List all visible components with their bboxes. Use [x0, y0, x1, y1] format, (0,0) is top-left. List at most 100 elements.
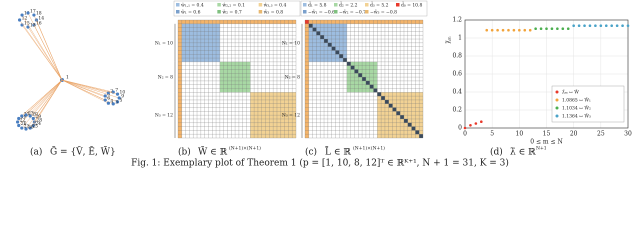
matrix-row0: [178, 20, 296, 24]
matrix-diag: [327, 42, 332, 47]
matrix-diag: [392, 107, 397, 112]
point: [550, 27, 554, 30]
caption-formula: W̃ ∈ ℝ: [198, 146, 228, 158]
legend-swatch: [365, 10, 369, 14]
point: [463, 126, 467, 130]
graph-node: [20, 23, 24, 27]
point: [610, 24, 613, 28]
matrix-diag: [320, 35, 325, 40]
legend-label: d̃₁ = 5.8: [308, 2, 327, 9]
legend-swatch: [217, 3, 221, 7]
legend-swatch: [258, 3, 263, 7]
legend-label: ŵ₂,₂ = 0.1: [222, 2, 245, 9]
y-tick-label: 0.6: [452, 71, 462, 78]
block-label: N₃ = 12: [282, 113, 300, 119]
point: [566, 27, 570, 30]
point: [480, 120, 483, 123]
block-label: N₁ = 10: [282, 40, 300, 46]
figure-caption: Fig. 1: Exemplary plot of Theorem 1 (p =…: [131, 158, 509, 169]
legend-label: λ̃ₘ ↔ W̃: [562, 89, 579, 96]
legend-swatch: [396, 3, 400, 7]
point: [545, 27, 548, 30]
legend-label: w̃₃ = 0.8: [264, 10, 284, 16]
graph-edge: [61, 79, 109, 104]
graph-node: [103, 94, 107, 98]
legend-label: 1.1364 ↔ W̃₃: [562, 113, 591, 120]
matrix-diag: [305, 20, 309, 24]
graph-node: [17, 123, 21, 128]
point: [539, 27, 543, 30]
matrix-diag: [350, 65, 355, 70]
matrix-diag: [384, 99, 389, 104]
node-label: 19: [21, 114, 27, 120]
graph-edge: [21, 79, 63, 129]
legend-swatch: [176, 10, 180, 14]
x-tick-label: 10: [516, 131, 524, 138]
graph-edge: [61, 79, 120, 99]
y-tick-label: 1.2: [452, 17, 462, 24]
legend-marker: [555, 90, 559, 94]
legend-swatch: [334, 3, 338, 7]
legend-marker: [555, 106, 559, 110]
graph-node: [115, 100, 120, 104]
point: [561, 27, 565, 30]
x-tick-label: 30: [624, 131, 632, 138]
point: [512, 28, 516, 32]
plot-frame: [464, 19, 629, 129]
legend-swatch: [303, 3, 307, 7]
point: [469, 124, 472, 127]
point: [572, 24, 575, 28]
graph-node: [20, 126, 24, 130]
legend-label: 1.0865 ↔ W̃₁: [562, 97, 591, 104]
caption-label: (a): [30, 147, 42, 158]
y-tick-label: 1: [458, 35, 462, 42]
graph-node: [28, 126, 32, 130]
point: [594, 24, 597, 28]
point: [523, 28, 527, 32]
caption-sup: (N+1)×(N+1): [353, 145, 385, 152]
x-tick-label: 5: [490, 131, 494, 138]
point: [626, 24, 630, 28]
graph-edge: [30, 79, 63, 129]
graph-edge: [33, 14, 63, 81]
point: [474, 122, 478, 125]
x-tick-label: 20: [570, 131, 578, 138]
x-tick-label: 15: [543, 131, 551, 138]
matrix-diag: [377, 92, 382, 97]
matrix-diag: [396, 111, 401, 116]
matrix-diag: [365, 80, 370, 85]
point: [507, 28, 510, 32]
legend-swatch: [217, 10, 221, 14]
caption-formula: G̃ = {Ṽ, Ẽ, W̃}: [50, 146, 116, 158]
node-label: 5: [120, 97, 123, 103]
matrix-diag: [362, 77, 366, 81]
node-label: 23: [28, 111, 34, 117]
caption-formula: λ̃ ∈ ℝ: [510, 147, 536, 158]
graph-node: [20, 13, 24, 17]
node-label: 12: [22, 16, 28, 22]
matrix-diag: [415, 130, 420, 135]
graph-edge: [27, 12, 63, 81]
graph-node: [18, 18, 22, 22]
point: [604, 24, 608, 28]
matrix-diag: [373, 88, 378, 93]
legend-marker: [555, 114, 559, 118]
point: [556, 27, 559, 30]
legend-label: ŵ₁,₁ = 0.4: [181, 2, 204, 9]
graph-node: [24, 127, 28, 131]
legend-label: ŵ₃,₃ = 0.4: [264, 2, 287, 9]
graph-edge: [30, 79, 63, 117]
graph-edge: [61, 79, 106, 97]
matrix-diag: [308, 23, 313, 28]
matrix-diag: [419, 134, 423, 138]
node-label: 28: [36, 118, 42, 124]
graph-node: [28, 114, 32, 118]
node-label: 4: [110, 99, 113, 105]
matrix-diag: [388, 103, 393, 108]
node-label: 20: [32, 111, 38, 117]
caption-formula: L̃ ∈ ℝ: [325, 146, 351, 158]
graph-node: [115, 92, 120, 96]
matrix-diag: [346, 61, 351, 66]
legend-box: [551, 85, 625, 123]
x-tick-label: 0: [463, 131, 467, 138]
